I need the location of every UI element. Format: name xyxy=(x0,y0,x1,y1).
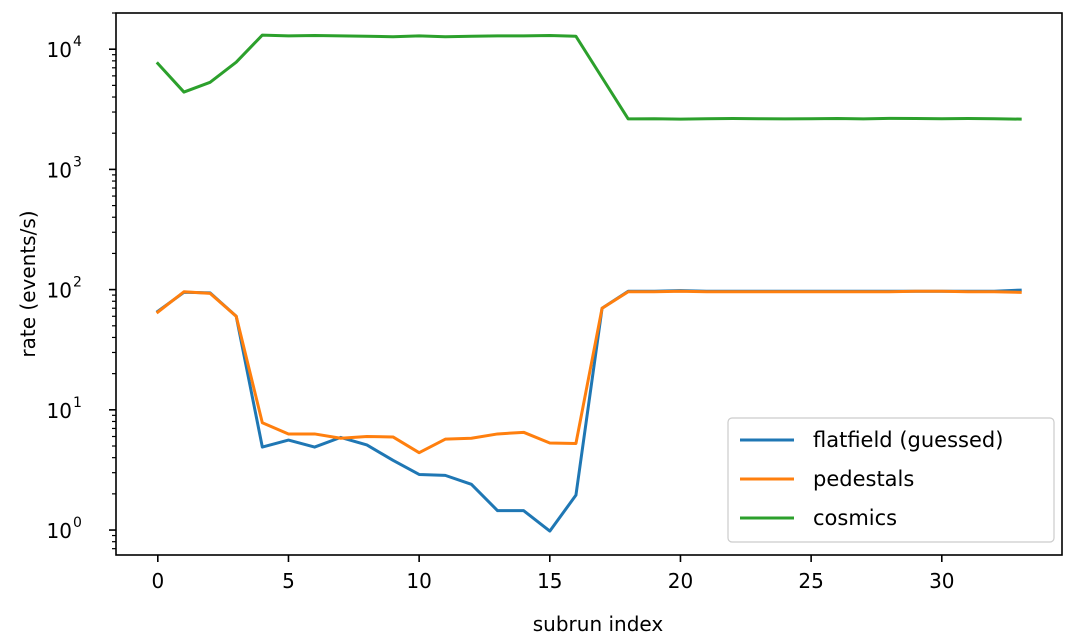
x-tick-label: 5 xyxy=(282,569,295,593)
y-tick-exponent: 3 xyxy=(73,154,82,170)
y-tick-label: 10 xyxy=(47,399,72,423)
y-tick-label: 10 xyxy=(47,519,72,543)
legend-entry-label: cosmics xyxy=(813,506,897,530)
plot-frame xyxy=(115,12,1063,556)
y-tick-label: 10 xyxy=(47,38,72,62)
x-tick-label: 15 xyxy=(537,569,562,593)
legend-box xyxy=(727,417,1055,543)
x-tick-label: 0 xyxy=(151,569,164,593)
legend-entry-label: pedestals xyxy=(813,467,914,491)
legend-entry-label: flatfield (guessed) xyxy=(813,428,1003,452)
y-tick-exponent: 1 xyxy=(73,395,82,411)
x-tick-label: 10 xyxy=(406,569,431,593)
x-tick-label: 20 xyxy=(668,569,693,593)
legend: flatfield (guessed) pedestals cosmics xyxy=(727,417,1055,543)
series-line-1 xyxy=(155,289,1022,455)
series-line-2 xyxy=(155,33,1022,121)
y-axis-label: rate (events/s) xyxy=(16,210,40,357)
y-tick-label: 10 xyxy=(47,158,72,182)
x-axis: 0 5 10 15 20 25 30 xyxy=(151,555,955,593)
y-tick-label: 10 xyxy=(47,279,72,303)
y-tick-exponent: 4 xyxy=(73,34,82,50)
x-axis-label: subrun index xyxy=(533,612,664,636)
y-tick-exponent: 0 xyxy=(73,515,82,531)
x-tick-label: 30 xyxy=(929,569,954,593)
x-tick-label: 25 xyxy=(798,569,823,593)
series-layer xyxy=(155,33,1022,533)
y-tick-exponent: 2 xyxy=(73,275,82,291)
